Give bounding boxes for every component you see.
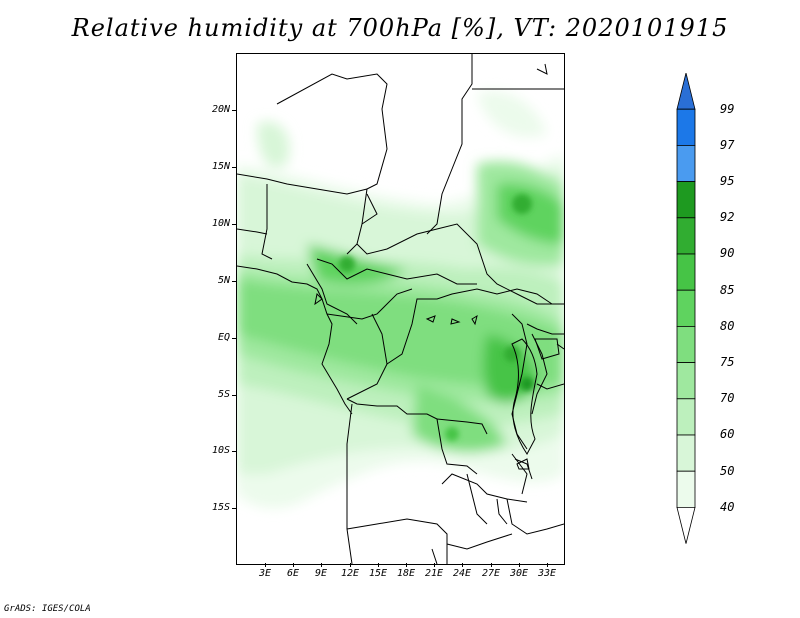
colorbar-label-99: 99 xyxy=(720,102,735,116)
lat-label-20n: 20N xyxy=(211,104,230,115)
lat-label-5s: 5S xyxy=(217,389,230,400)
colorbar-label-80: 80 xyxy=(720,319,735,333)
coastline xyxy=(237,63,560,495)
lat-tick xyxy=(232,338,236,339)
colorbar-segment xyxy=(676,145,696,183)
map-panel xyxy=(236,53,565,565)
colorbar-segment xyxy=(676,108,696,146)
colorbar-label-95: 95 xyxy=(720,174,735,188)
lat-label-5n: 5N xyxy=(217,275,230,286)
colorbar xyxy=(676,73,696,544)
lon-label-24e: 24E xyxy=(452,568,472,579)
colorbar-segment xyxy=(676,253,696,291)
colorbar-label-75: 75 xyxy=(720,355,735,369)
colorbar-segment xyxy=(676,325,696,363)
lat-tick xyxy=(232,508,236,509)
colorbar-label-85: 85 xyxy=(720,283,735,297)
map-title: Relative humidity at 700hPa [%], VT: 202… xyxy=(71,14,729,42)
lon-tick xyxy=(547,563,548,567)
lon-tick xyxy=(519,563,520,567)
colorbar-label-50: 50 xyxy=(720,464,735,478)
lon-tick xyxy=(406,563,407,567)
colorbar-label-60: 60 xyxy=(720,427,735,441)
lat-tick xyxy=(232,281,236,282)
lon-label-12e: 12E xyxy=(340,568,360,579)
colorbar-segment xyxy=(676,73,696,110)
lat-label-10n: 10N xyxy=(211,218,230,229)
lon-label-33e: 33E xyxy=(537,568,557,579)
lon-label-30e: 30E xyxy=(509,568,529,579)
colorbar-segment xyxy=(676,434,696,472)
lat-tick xyxy=(232,451,236,452)
colorbar-label-92: 92 xyxy=(720,210,735,224)
lat-label-15n: 15N xyxy=(211,161,230,172)
lat-tick xyxy=(232,395,236,396)
lon-label-15e: 15E xyxy=(368,568,388,579)
humidity-map xyxy=(237,54,564,564)
colorbar-segments xyxy=(676,73,696,544)
lon-tick xyxy=(434,563,435,567)
colorbar-label-70: 70 xyxy=(720,391,735,405)
lon-label-3e: 3E xyxy=(258,568,272,579)
lat-tick xyxy=(232,167,236,168)
lon-label-18e: 18E xyxy=(396,568,416,579)
colorbar-segment xyxy=(676,217,696,255)
lat-label-15s: 15S xyxy=(211,502,230,513)
lat-tick xyxy=(232,110,236,111)
lon-tick xyxy=(491,563,492,567)
lon-label-21e: 21E xyxy=(424,568,444,579)
lat-tick xyxy=(232,224,236,225)
lon-tick xyxy=(293,563,294,567)
colorbar-segment xyxy=(676,398,696,436)
lon-label-6e: 6E xyxy=(286,568,300,579)
colorbar-segment xyxy=(676,470,696,508)
colorbar-label-90: 90 xyxy=(720,246,735,260)
lon-tick xyxy=(321,563,322,567)
lon-label-9e: 9E xyxy=(314,568,328,579)
lat-label-eq: EQ xyxy=(217,332,230,343)
colorbar-label-40: 40 xyxy=(720,500,735,514)
colorbar-segment xyxy=(676,362,696,400)
lon-tick xyxy=(462,563,463,567)
colorbar-segment xyxy=(676,506,696,544)
lat-label-10s: 10S xyxy=(211,445,230,456)
grads-credit: GrADS: IGES/COLA xyxy=(4,604,91,614)
lon-tick xyxy=(378,563,379,567)
lon-tick xyxy=(350,563,351,567)
colorbar-label-97: 97 xyxy=(720,138,735,152)
humidity-shading xyxy=(237,91,564,509)
country-borders xyxy=(237,54,564,564)
lon-tick xyxy=(265,563,266,567)
lon-label-27e: 27E xyxy=(481,568,501,579)
colorbar-segment xyxy=(676,181,696,219)
colorbar-segment xyxy=(676,289,696,327)
